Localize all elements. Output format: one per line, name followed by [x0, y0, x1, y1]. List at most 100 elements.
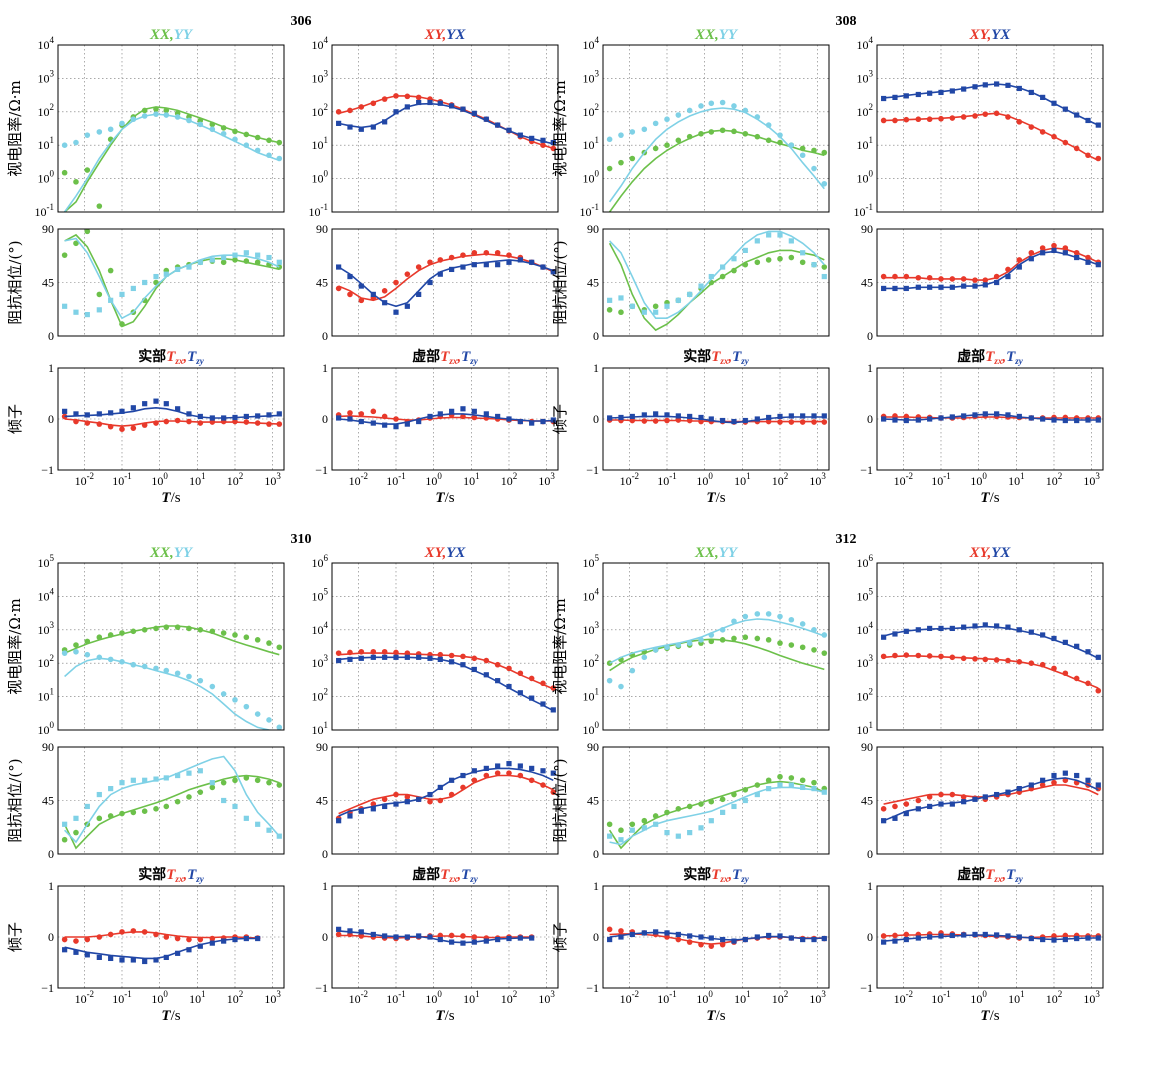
data-point-XY [448, 254, 455, 261]
data-point-XX [788, 642, 795, 648]
y-tick-label: 45 [42, 276, 54, 290]
y-tick-label: 45 [316, 794, 328, 808]
data-point-Tzy [1028, 935, 1034, 942]
data-point-XX [742, 261, 749, 268]
data-point-XY [347, 291, 353, 298]
y-tick-label: −1 [41, 981, 54, 995]
panel-title: 虚部Tzx,Tzy [412, 866, 479, 884]
data-point-YY [130, 116, 137, 123]
panel-frame [602, 44, 830, 213]
data-point-YX [471, 768, 477, 774]
data-point-XX [618, 309, 624, 316]
data-point-XX [61, 836, 68, 843]
data-point-YY [765, 611, 772, 617]
data-point-XY [347, 107, 353, 114]
x-tick-label: 100 [696, 989, 713, 1006]
data-point-XX [119, 321, 125, 327]
data-point-Tzy [404, 934, 410, 940]
data-point-YY [698, 283, 704, 289]
data-point-XY [892, 273, 898, 280]
data-point-YY [73, 139, 79, 146]
panel-phase_diag: 0 45 90 [587, 740, 830, 861]
data-point-YY [84, 651, 91, 658]
data-point-XX [174, 798, 181, 805]
data-point-XX [96, 291, 103, 298]
data-point-Tzy [708, 935, 714, 941]
data-point-Tzy [629, 413, 635, 420]
data-point-YX [336, 264, 342, 270]
data-point-YX [404, 799, 410, 805]
data-point-Tzy [811, 413, 817, 419]
data-point-YY [708, 273, 714, 280]
data-point-XY [972, 277, 978, 283]
data-point-XX [107, 813, 114, 819]
data-point-YY [220, 691, 227, 697]
data-point-YX [427, 655, 433, 661]
data-point-YX [927, 803, 933, 810]
data-point-YY [153, 111, 159, 117]
data-point-XY [550, 145, 557, 152]
y-tick-label: 0 [867, 847, 873, 861]
y-tick-label: 10-1 [309, 202, 329, 219]
y-tick-label: 103 [583, 620, 600, 637]
data-point-Tzy [243, 413, 249, 420]
data-point-XY [494, 661, 501, 668]
data-point-XX [698, 801, 704, 807]
panel-tipper_real: −1 0 1 实部Tzx,Tzy 10-2 10-1 100 101 102 103 T/s [41, 348, 285, 506]
data-point-XX [220, 630, 227, 636]
x-axis-label: T/s [435, 490, 454, 506]
data-point-XY [1005, 114, 1011, 120]
panel-rho_off: 101 102 103 104 105 106 XY,YX [312, 545, 559, 737]
x-tick-label: 10-2 [894, 471, 914, 488]
panel-phase_diag: 0 45 90 [42, 222, 285, 343]
data-point-Tzy [197, 943, 203, 949]
data-point-Tzy [221, 415, 227, 421]
x-tick-label: 101 [463, 989, 480, 1006]
y-tick-label: −1 [315, 463, 328, 477]
data-point-XY [528, 675, 535, 682]
data-point-XY [1073, 145, 1080, 152]
data-point-Tzy [1051, 937, 1057, 943]
y-tick-label: 0 [867, 329, 873, 343]
panel-title: 实部Tzx,Tzy [138, 866, 205, 884]
panel-rho_diag: 100 101 102 103 104 105 XX,YY [38, 545, 285, 737]
data-point-XY [938, 653, 944, 660]
plot-area [61, 106, 283, 212]
data-point-Tzy [982, 411, 988, 417]
data-point-YX [358, 808, 364, 814]
data-point-XX [220, 125, 227, 131]
data-point-XX [209, 121, 216, 128]
data-point-YX [495, 262, 501, 268]
data-point-XY [471, 777, 478, 784]
panel-title: XX,YY [149, 545, 194, 561]
data-point-Tzx [347, 410, 353, 416]
data-point-XY [494, 249, 501, 256]
data-point-XX [675, 806, 682, 812]
data-point-XY [437, 257, 444, 263]
data-point-XX [698, 130, 704, 137]
data-point-XY [404, 794, 411, 800]
data-point-YY [686, 107, 693, 114]
data-point-XX [73, 240, 79, 247]
data-point-XX [788, 775, 795, 781]
data-point-YY [232, 803, 238, 810]
data-point-Tzy [517, 418, 523, 425]
data-point-Tzy [618, 414, 624, 421]
data-point-YX [1062, 106, 1068, 112]
data-point-Tzx [675, 936, 682, 943]
data-point-XX [220, 259, 227, 266]
x-tick-label: 101 [734, 471, 751, 488]
data-point-YY [130, 285, 136, 292]
data-point-Tzx [903, 931, 910, 938]
data-point-XX [686, 133, 693, 140]
data-point-YY [811, 165, 817, 172]
data-point-XX [266, 137, 272, 144]
y-tick-label: 0 [48, 412, 54, 426]
x-tick-label: 100 [425, 471, 442, 488]
y-tick-label: 1 [593, 879, 599, 893]
y-tick-label: 105 [312, 586, 329, 603]
data-point-Tzx [892, 932, 898, 939]
data-point-YY [811, 627, 817, 633]
data-point-XY [1073, 675, 1080, 682]
